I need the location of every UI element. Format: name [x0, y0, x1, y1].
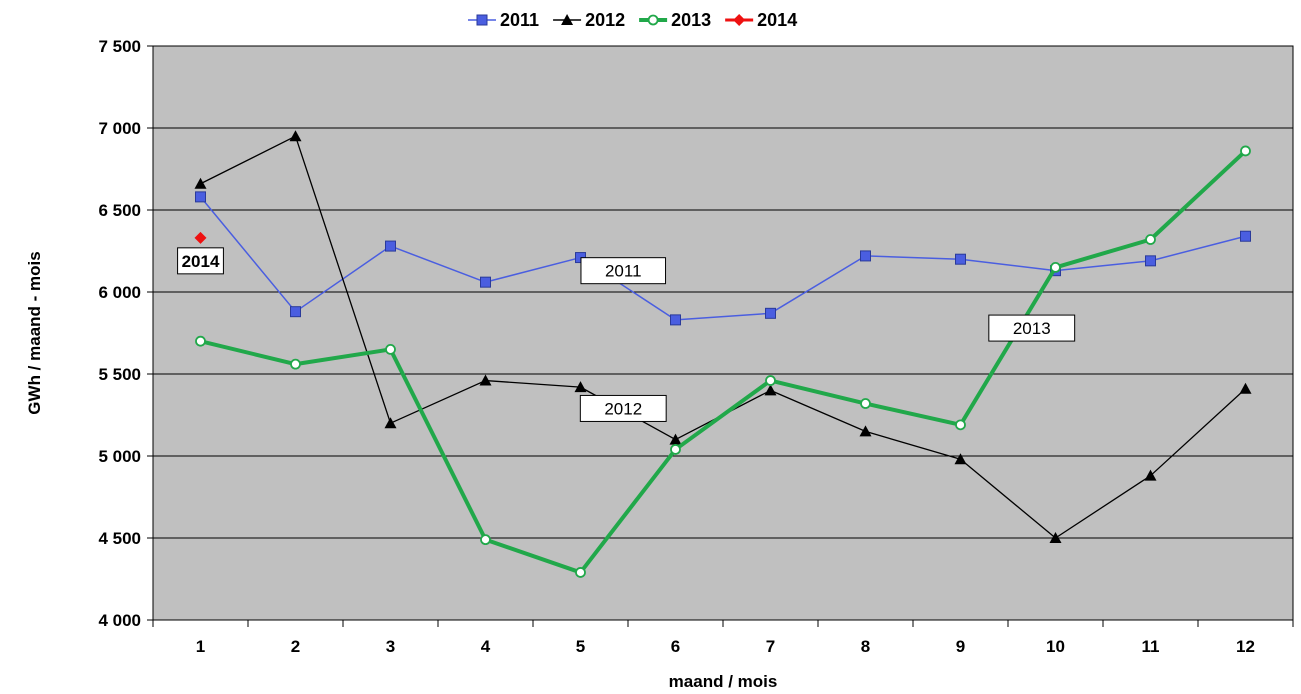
data-point-2013 — [385, 343, 396, 355]
data-point-2011 — [1145, 255, 1156, 267]
axes: 4 000 4 500 5 000 5 500 6 000 6 500 7 000 7 500… — [98, 37, 1294, 656]
series-2013 — [195, 145, 1251, 578]
legend-label: 2013 — [671, 10, 711, 30]
x-tick-label: 4 — [481, 637, 491, 656]
data-point-2011 — [1240, 230, 1251, 242]
y-axis-title: GWh / maand - mois — [25, 251, 44, 414]
annotation-box — [988, 314, 1076, 342]
x-tick-label: 8 — [861, 637, 870, 656]
data-point-2011 — [670, 314, 681, 326]
legend-marker — [733, 14, 746, 26]
x-tick-label: 10 — [1046, 637, 1065, 656]
annotation-2012: 2012 — [579, 394, 667, 422]
data-point-2012 — [1049, 532, 1062, 543]
annotation-box — [579, 394, 667, 422]
annotation-2013: 2013 — [988, 314, 1076, 342]
legend-item-2011: 2011 — [468, 10, 539, 30]
data-point-2012 — [1144, 469, 1157, 481]
x-axis-title: maand / mois — [669, 672, 778, 691]
legend-marker — [476, 14, 488, 26]
data-point-2011 — [480, 276, 491, 288]
y-tick-label: 7 000 — [98, 119, 141, 138]
data-point-2014 — [194, 231, 207, 244]
y-tick-label: 4 000 — [98, 611, 141, 630]
annotation-2014: 2014 — [177, 247, 224, 275]
legend-marker — [647, 14, 659, 26]
data-point-2012 — [954, 453, 967, 465]
y-tick-label: 4 500 — [98, 529, 141, 548]
data-point-2013 — [1050, 261, 1061, 273]
x-tick-label: 1 — [196, 637, 205, 656]
plot-area — [152, 45, 1294, 621]
y-tick-label: 5 000 — [98, 447, 141, 466]
data-point-2012 — [859, 425, 872, 437]
legend-item-2013: 2013 — [639, 10, 711, 30]
data-point-2013 — [765, 375, 776, 386]
data-point-2012 — [574, 381, 587, 393]
data-point-2013 — [480, 534, 491, 546]
x-tick-label: 11 — [1142, 637, 1160, 656]
annotation-label: 2012 — [604, 399, 642, 418]
grid — [153, 127, 1293, 539]
data-point-2013 — [195, 335, 206, 347]
legend: 2011 2012 2013 2014 — [468, 10, 797, 30]
annotation-label: 2014 — [182, 252, 220, 271]
data-point-2013 — [670, 444, 681, 455]
legend-label: 2014 — [757, 10, 797, 30]
legend-item-2014: 2014 — [725, 10, 797, 30]
data-point-2013 — [1145, 234, 1156, 245]
series-line-2011 — [199, 196, 1246, 321]
annotation-label: 2013 — [1013, 319, 1051, 338]
data-point-2011 — [195, 191, 206, 203]
data-point-2011 — [385, 240, 396, 252]
annotation-label: 2011 — [605, 262, 642, 281]
y-tick-label: 6 000 — [98, 283, 141, 302]
series-line-2013 — [200, 149, 1247, 575]
data-point-2013 — [860, 398, 871, 409]
annotation-box — [177, 247, 224, 275]
data-point-2013 — [290, 358, 301, 370]
x-tick-label: 6 — [671, 637, 680, 656]
x-tick-label: 3 — [386, 637, 395, 656]
annotation-2011: 2011 — [580, 257, 667, 285]
data-point-2013 — [1240, 145, 1251, 157]
data-point-2011 — [765, 307, 776, 319]
data-point-2012 — [669, 433, 682, 445]
data-point-2012 — [289, 130, 302, 142]
y-tick-label: 6 500 — [98, 201, 141, 220]
data-point-2011 — [955, 253, 966, 265]
data-point-2012 — [384, 417, 397, 429]
data-point-2012 — [479, 374, 492, 386]
y-tick-label: 7 500 — [98, 37, 141, 56]
data-point-2011 — [860, 250, 871, 262]
x-tick-label: 12 — [1236, 637, 1255, 656]
legend-item-2012: 2012 — [553, 10, 625, 30]
y-tick-label: 5 500 — [98, 365, 141, 384]
legend-label: 2011 — [500, 10, 539, 30]
x-tick-label: 7 — [766, 637, 775, 656]
data-point-2012 — [1239, 382, 1252, 394]
x-tick-label: 5 — [576, 637, 585, 656]
legend-marker — [561, 14, 574, 25]
data-point-2012 — [764, 384, 777, 396]
data-point-2013 — [575, 567, 586, 578]
x-tick-label: 2 — [291, 637, 300, 656]
data-point-2011 — [290, 306, 301, 318]
series-layer — [194, 130, 1252, 578]
x-tick-label: 9 — [956, 637, 965, 656]
data-point-2012 — [194, 177, 207, 189]
series-2014 — [194, 231, 207, 244]
legend-label: 2012 — [585, 10, 625, 30]
annotation-box — [580, 257, 667, 285]
annotations: 2014 2011 2012 2013 — [177, 247, 1076, 422]
data-point-2013 — [955, 419, 966, 431]
